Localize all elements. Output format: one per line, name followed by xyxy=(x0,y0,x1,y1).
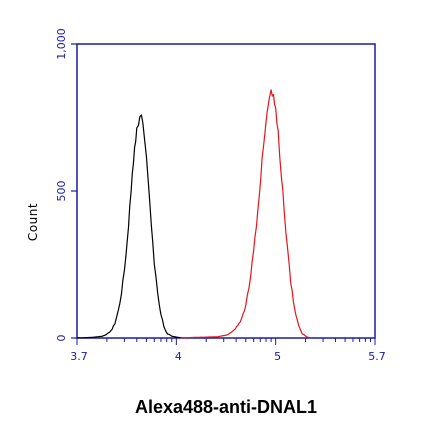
x-tick-label: 3.7 xyxy=(70,350,88,363)
control-histogram-line xyxy=(76,114,185,339)
series-layer xyxy=(76,89,310,339)
x-tick-label: 5 xyxy=(274,350,281,363)
y-tick-label: 500 xyxy=(55,181,68,202)
stained-histogram-line xyxy=(180,89,310,339)
x-axis-ticks: 3.7 4 5 5.7 xyxy=(70,338,386,363)
x-tick-label: 4 xyxy=(175,350,182,363)
y-tick-label: 1,000 xyxy=(55,28,68,60)
y-tick-label: 0 xyxy=(55,335,68,342)
y-axis-ticks: 0 500 1,000 xyxy=(55,28,77,342)
x-tick-label: 5.7 xyxy=(368,350,386,363)
y-axis-label: Count xyxy=(26,203,40,241)
x-axis-label: Alexa488-anti-DNAL1 xyxy=(135,397,317,417)
